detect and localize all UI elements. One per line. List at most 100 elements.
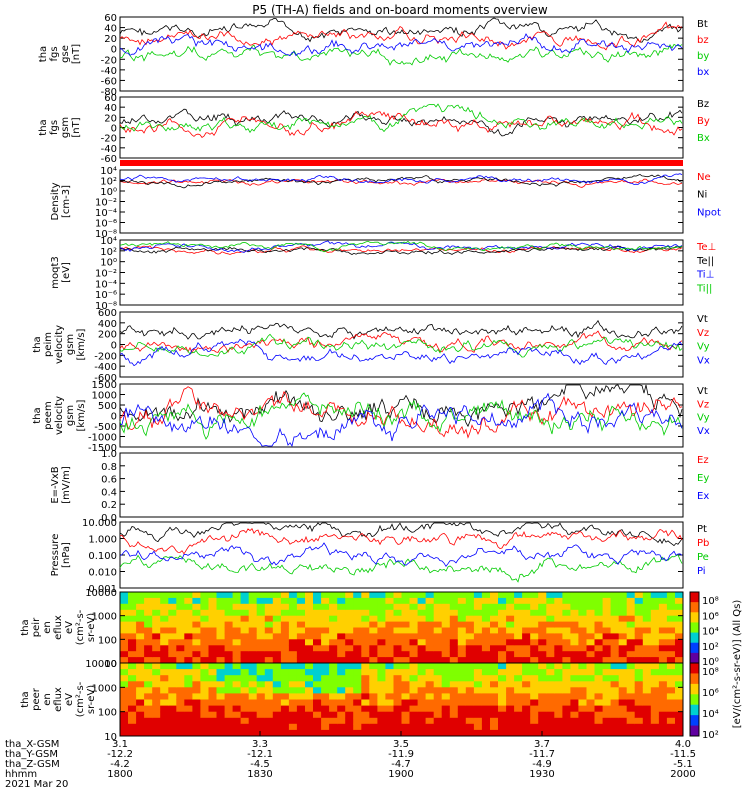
spectrogram-cell bbox=[433, 603, 443, 611]
spectrogram-cell bbox=[562, 657, 571, 664]
spectrogram-cell bbox=[562, 699, 571, 707]
spectrogram-cell bbox=[457, 717, 467, 725]
spectrogram-cell bbox=[490, 639, 499, 646]
spectrogram-cell bbox=[409, 609, 418, 617]
spectrogram-cell bbox=[393, 615, 402, 623]
spectrogram-cell bbox=[425, 597, 435, 605]
spectrogram-cell bbox=[554, 621, 563, 628]
x-tick-label: 2000 bbox=[670, 769, 695, 780]
spectrogram-cell bbox=[465, 603, 475, 611]
spectrogram-cell bbox=[650, 675, 660, 682]
spectrogram-cell bbox=[618, 657, 628, 664]
spectrogram-cell bbox=[409, 627, 418, 634]
spectrogram-cell bbox=[369, 633, 378, 640]
spectrogram-cell bbox=[337, 609, 346, 617]
spectrogram-cell bbox=[184, 651, 193, 658]
spectrogram-cell bbox=[490, 693, 499, 700]
spectrogram-cell bbox=[385, 615, 394, 623]
y-tick-label: 10⁻⁴ bbox=[95, 208, 117, 219]
series-line bbox=[119, 392, 683, 448]
spectrogram-cell bbox=[345, 639, 354, 646]
spectrogram-cell bbox=[393, 645, 402, 652]
spectrogram-cell bbox=[120, 675, 129, 682]
spectrogram-cell bbox=[313, 705, 322, 713]
spectrogram-cell bbox=[417, 675, 427, 682]
y-tick-label: -400 bbox=[94, 362, 117, 373]
spectrogram-cell bbox=[361, 609, 370, 617]
legend-entry: bx bbox=[697, 67, 709, 78]
colorbar-frame bbox=[689, 662, 700, 737]
spectrogram-cell bbox=[321, 717, 330, 725]
spectrogram-cell bbox=[449, 681, 459, 688]
spectrogram-cell bbox=[658, 681, 668, 688]
spectrogram-cell bbox=[240, 711, 250, 719]
spectrogram-cell bbox=[570, 687, 579, 694]
legend-entry: Pe bbox=[697, 552, 709, 563]
spectrogram-cell bbox=[393, 639, 402, 646]
spectrogram-cell bbox=[240, 675, 250, 682]
spectrogram-cell bbox=[658, 592, 668, 599]
spectrogram-cell bbox=[514, 592, 523, 599]
spectrogram-cell bbox=[288, 627, 298, 634]
spectrogram-cell bbox=[626, 663, 636, 670]
spectrogram-cell bbox=[144, 639, 153, 646]
spectrogram-cell bbox=[514, 711, 523, 719]
spectrogram-cell bbox=[296, 675, 306, 682]
series-line bbox=[119, 386, 683, 439]
legend-entry: By bbox=[697, 116, 710, 127]
y-axis-label: Density bbox=[50, 182, 61, 220]
spectrogram-cell bbox=[514, 609, 523, 617]
legend-entry: Vy bbox=[697, 413, 710, 424]
spectrogram-cell bbox=[594, 717, 603, 725]
spectrogram-cell bbox=[522, 663, 531, 670]
spectrogram-cell bbox=[401, 729, 410, 737]
spectrogram-cell bbox=[441, 663, 451, 670]
spectrogram-cell bbox=[296, 729, 306, 737]
spectrogram-cell bbox=[473, 645, 483, 652]
spectrogram-cell bbox=[465, 687, 475, 694]
spectrogram-cell bbox=[192, 633, 201, 640]
spectrogram-cell bbox=[666, 717, 676, 725]
spectrogram-cell bbox=[481, 687, 491, 694]
spectrogram-cell bbox=[192, 592, 201, 599]
spectrogram-cell bbox=[256, 693, 266, 700]
spectrogram-cell bbox=[610, 639, 620, 646]
spectrogram-cell bbox=[570, 711, 579, 719]
spectrogram-cell bbox=[618, 651, 628, 658]
spectrogram-cell bbox=[457, 657, 467, 664]
spectrogram-cell bbox=[361, 669, 370, 676]
spectrogram-cell bbox=[602, 633, 612, 640]
x-axis-row-label: tha_Z-GSM bbox=[5, 759, 60, 770]
spectrogram-cell bbox=[232, 603, 242, 611]
spectrogram-cell bbox=[538, 621, 547, 628]
colorbar-swatch bbox=[690, 602, 699, 613]
spectrogram-cell bbox=[329, 729, 338, 737]
spectrogram-cell bbox=[224, 669, 234, 676]
spectrogram-cell bbox=[498, 651, 507, 658]
y-tick-label: -80 bbox=[101, 87, 117, 98]
spectrogram-cell bbox=[256, 729, 266, 737]
spectrogram-cell bbox=[385, 651, 394, 658]
spectrogram-cell bbox=[144, 615, 153, 623]
spectrogram-cell bbox=[288, 657, 298, 664]
spectrogram-cell bbox=[168, 717, 177, 725]
spectrogram-cell bbox=[168, 729, 177, 737]
spectrogram-cell bbox=[184, 627, 193, 634]
spectrogram-cell bbox=[393, 699, 402, 707]
spectrogram-cell bbox=[618, 592, 628, 599]
spectrogram-cell bbox=[658, 657, 668, 664]
spectrogram-cell bbox=[144, 603, 153, 611]
spectrogram-cell bbox=[184, 621, 193, 628]
spectrogram-cell bbox=[224, 723, 234, 731]
spectrogram-cell bbox=[626, 609, 636, 617]
y-tick-label: 0.0 bbox=[101, 513, 117, 524]
spectrogram-cell bbox=[498, 592, 507, 599]
spectrogram-cell bbox=[506, 651, 515, 658]
spectrogram-cell bbox=[305, 592, 314, 599]
spectrogram-cell bbox=[248, 597, 258, 605]
spectrogram-cell bbox=[256, 645, 266, 652]
spectrogram-cell bbox=[626, 627, 636, 634]
y-tick-label: 10⁻⁴ bbox=[95, 279, 117, 290]
spectrogram-cell bbox=[506, 603, 515, 611]
spectrogram-cell bbox=[152, 639, 161, 646]
